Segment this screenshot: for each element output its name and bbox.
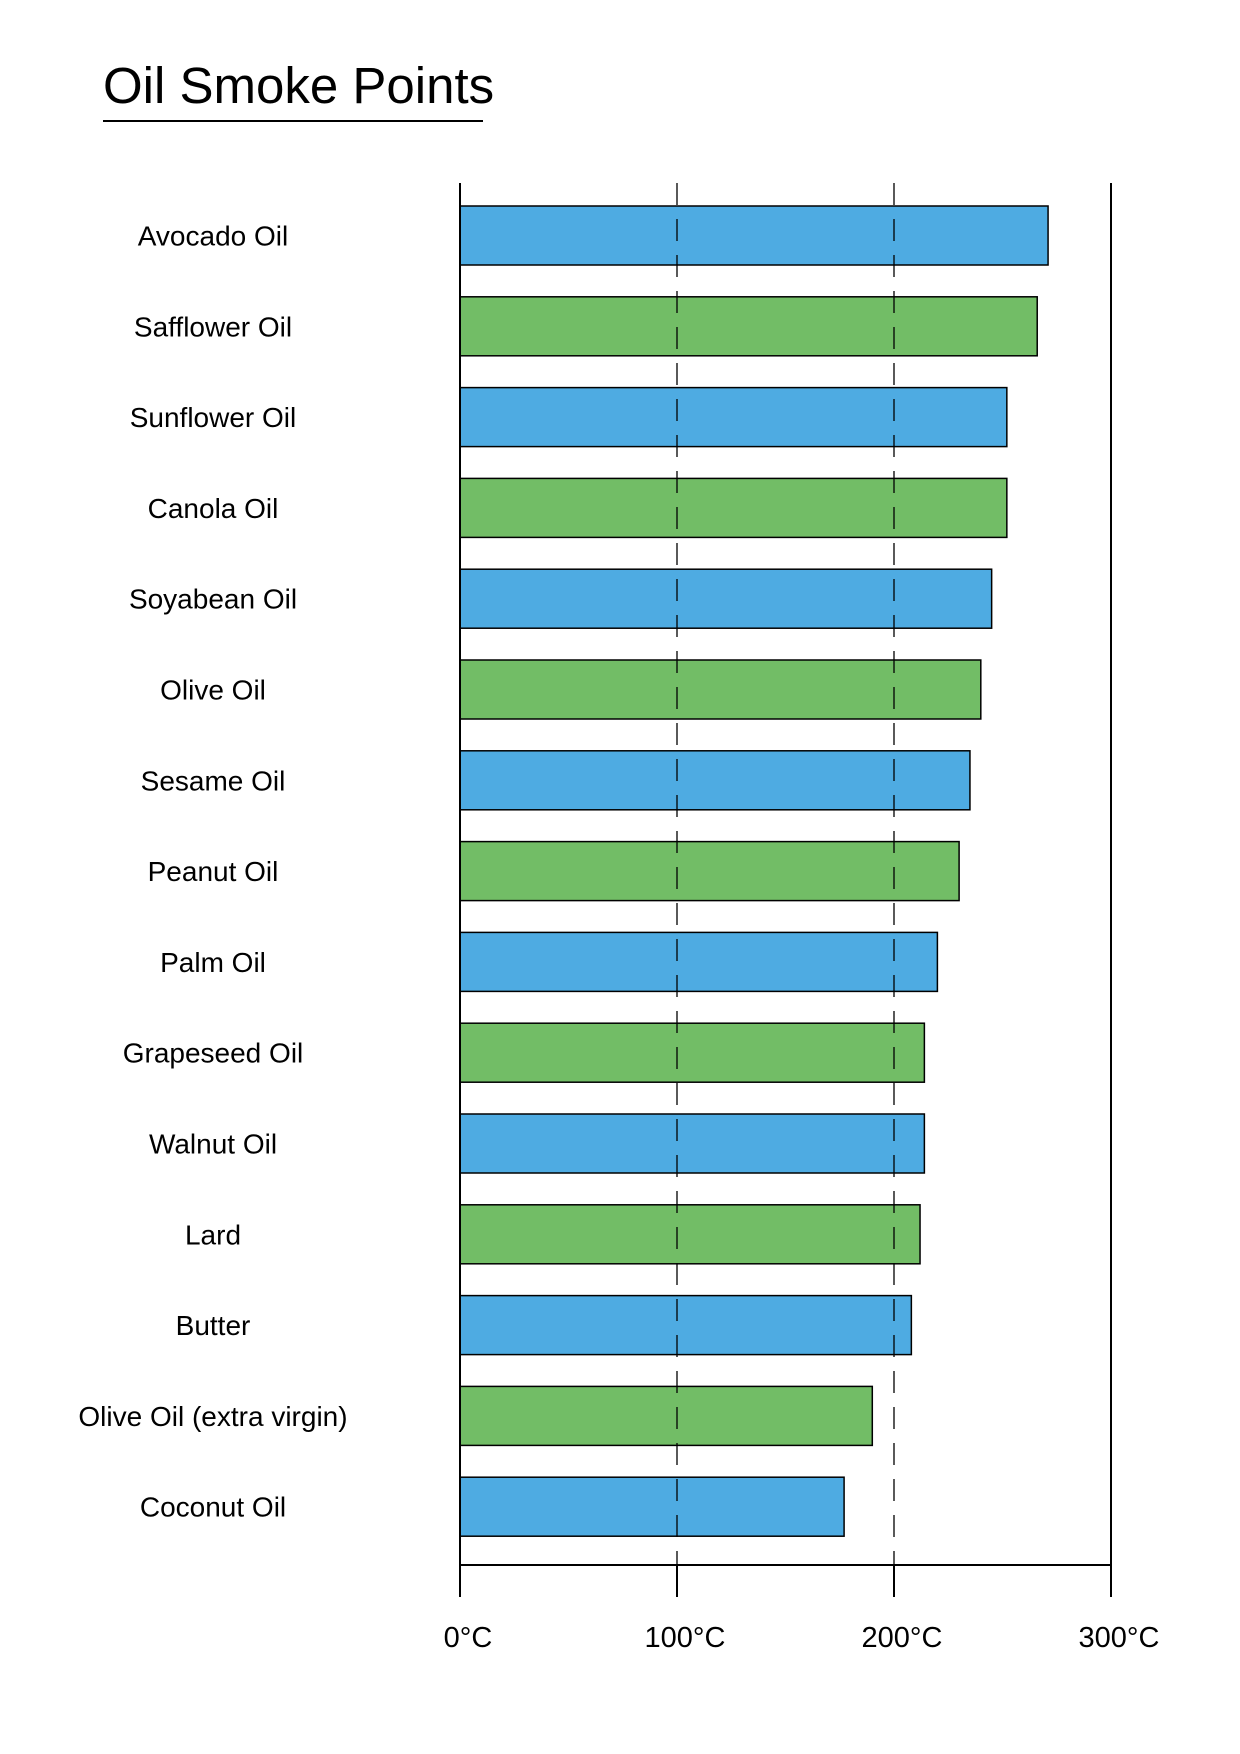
bar xyxy=(459,568,993,629)
bar xyxy=(459,1204,921,1265)
page-title: Oil Smoke Points xyxy=(103,57,495,114)
bar xyxy=(459,1113,926,1174)
bar xyxy=(459,1476,845,1537)
title-underline xyxy=(103,120,483,122)
category-label: Avocado Oil xyxy=(138,221,288,252)
bar xyxy=(459,750,971,811)
category-label: Walnut Oil xyxy=(149,1129,277,1160)
category-label: Grapeseed Oil xyxy=(123,1038,304,1069)
category-label: Safflower Oil xyxy=(134,311,292,342)
bar xyxy=(459,1294,913,1356)
bar xyxy=(459,1385,874,1447)
x-tick-label: 300°C xyxy=(1079,1622,1160,1654)
bar xyxy=(459,840,960,902)
category-label: Sunflower Oil xyxy=(130,402,297,433)
category-label: Palm Oil xyxy=(160,947,266,978)
bar xyxy=(459,1022,926,1083)
category-label: Butter xyxy=(176,1310,251,1341)
x-tick-label: 200°C xyxy=(862,1622,943,1654)
category-label: Peanut Oil xyxy=(148,856,279,887)
category-label: Soyabean Oil xyxy=(129,584,297,615)
category-label: Lard xyxy=(185,1219,241,1250)
bar xyxy=(459,296,1038,357)
bar xyxy=(459,477,1008,539)
bar xyxy=(459,205,1049,266)
category-label: Olive Oil (extra virgin) xyxy=(78,1401,347,1432)
category-label: Olive Oil xyxy=(160,675,266,706)
bar xyxy=(459,386,1008,448)
bar xyxy=(459,931,939,993)
x-tick-label: 100°C xyxy=(645,1622,726,1654)
category-label: Sesame Oil xyxy=(141,765,286,796)
x-tick-label: 0°C xyxy=(444,1622,493,1654)
bar xyxy=(459,659,982,720)
category-label: Coconut Oil xyxy=(140,1492,286,1523)
category-label: Canola Oil xyxy=(148,493,279,524)
